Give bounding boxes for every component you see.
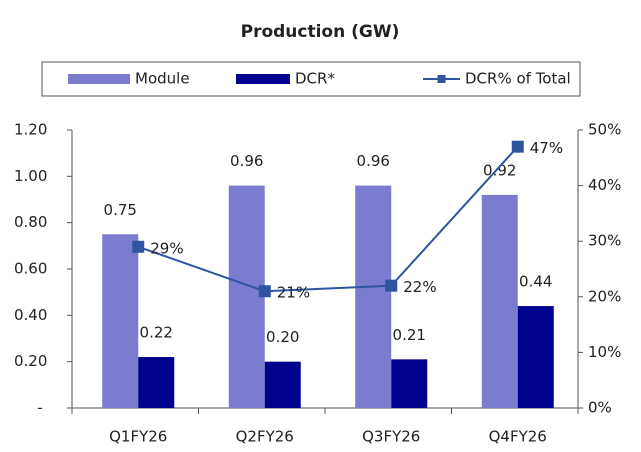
line — [137, 146, 519, 293]
line-value-label: 22% — [403, 278, 436, 296]
y-tick-label: 0.80 — [14, 213, 47, 231]
bar — [517, 306, 554, 408]
y2-tick-label: 0% — [588, 399, 612, 417]
y2-tick-label: 20% — [588, 287, 621, 305]
y-tick-label: 0.60 — [14, 260, 47, 278]
y2-tick-label: 10% — [588, 343, 621, 361]
y-tick-label: - — [37, 399, 42, 417]
y-tick-label: 0.40 — [14, 306, 47, 324]
x-tick-label: Q3FY26 — [362, 428, 420, 446]
y2-tick-label: 50% — [588, 121, 621, 139]
legend-box — [41, 61, 581, 97]
line-marker — [132, 240, 145, 253]
y-tick-label: 1.20 — [14, 121, 47, 139]
bar — [138, 357, 175, 408]
bar-value-label: 0.22 — [140, 324, 173, 342]
x-tick-label: Q2FY26 — [236, 428, 294, 446]
x-tick-label: Q1FY26 — [109, 428, 167, 446]
y2-tick-label: 40% — [588, 176, 621, 194]
bar-value-label: 0.21 — [393, 326, 426, 344]
bar-value-label: 0.96 — [230, 152, 263, 170]
line-value-label: 47% — [530, 139, 563, 157]
legend-label: DCR* — [295, 70, 335, 88]
legend-swatch — [236, 74, 290, 84]
bar — [264, 361, 301, 408]
chart-title: Production (GW) — [241, 22, 400, 42]
bar — [481, 194, 518, 408]
line-marker — [385, 279, 398, 292]
y-tick-label: 1.00 — [14, 167, 47, 185]
line-value-label: 29% — [150, 239, 183, 257]
legend-label: Module — [135, 70, 190, 88]
bar-value-label: 0.20 — [266, 328, 299, 346]
bar — [355, 185, 392, 408]
line-marker — [511, 140, 524, 153]
legend-swatch — [68, 74, 130, 84]
x-tick-label: Q4FY26 — [489, 428, 547, 446]
legend-marker — [437, 75, 446, 83]
y-tick-label: 0.20 — [14, 352, 47, 370]
line-marker — [258, 285, 271, 298]
bar-value-label: 0.96 — [357, 152, 390, 170]
bar-value-label: 0.92 — [483, 161, 516, 179]
line-value-label: 21% — [277, 284, 310, 302]
bar-value-label: 0.44 — [519, 273, 552, 291]
bar — [391, 359, 428, 408]
y2-tick-label: 30% — [588, 232, 621, 250]
bar — [102, 234, 139, 408]
bar-value-label: 0.75 — [104, 201, 137, 219]
legend-label: DCR% of Total — [465, 70, 571, 88]
